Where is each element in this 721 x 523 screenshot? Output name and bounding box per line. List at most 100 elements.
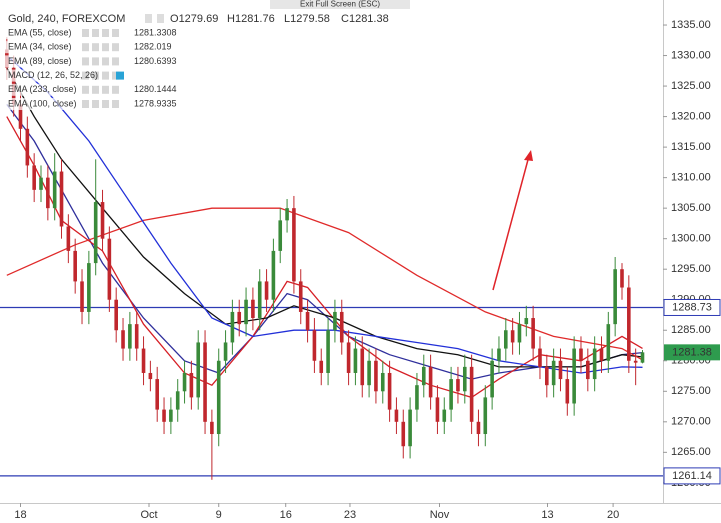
ohlc-prefix: H: [227, 13, 235, 25]
legend-value: 1280.1444: [134, 84, 177, 94]
candle-body: [367, 360, 371, 386]
legend-icon[interactable]: [92, 100, 99, 108]
icon[interactable]: [145, 14, 152, 23]
candle-body: [401, 421, 406, 447]
y-tick-label: 1315.00: [671, 141, 711, 153]
candle-body: [66, 226, 71, 251]
candle-body: [244, 299, 248, 325]
candle-body: [100, 202, 105, 239]
legend-label: MACD (12, 26, 52, 26): [8, 70, 98, 80]
candle-body: [169, 409, 173, 422]
candle-body: [312, 330, 317, 361]
legend-icon[interactable]: [102, 85, 109, 94]
candle-body: [510, 330, 515, 343]
y-tick-label: 1325.00: [671, 80, 711, 92]
candle-body: [271, 250, 276, 300]
candle-body: [278, 220, 283, 251]
legend-icon[interactable]: [112, 85, 119, 94]
candle-body: [640, 352, 645, 363]
candle-body: [189, 372, 194, 398]
candle-body: [456, 379, 460, 392]
legend-icon[interactable]: [82, 43, 89, 52]
candle-body: [251, 299, 255, 319]
banner-bg[interactable]: [270, 0, 410, 9]
legend-label: EMA (100, close): [8, 98, 77, 108]
legend-icon[interactable]: [112, 71, 119, 80]
candle-body: [237, 311, 242, 325]
candle-body: [524, 318, 529, 325]
last-price-label: 1281.38: [672, 346, 712, 358]
legend-icon[interactable]: [92, 71, 99, 80]
legend-icon[interactable]: [112, 43, 119, 52]
level-label: 1261.14: [672, 470, 712, 482]
candle-body: [531, 318, 535, 349]
legend-icon[interactable]: [92, 85, 99, 94]
candle-body: [497, 348, 501, 361]
candle-body: [415, 385, 419, 410]
legend-icon[interactable]: [102, 71, 109, 80]
candle-body: [148, 372, 153, 380]
legend-label: EMA (233, close): [8, 84, 77, 94]
legend-icon[interactable]: [92, 57, 99, 66]
legend-icon[interactable]: [92, 29, 99, 37]
legend-label: EMA (55, close): [8, 27, 72, 37]
legend-icon[interactable]: [116, 71, 124, 80]
legend-icon[interactable]: [102, 100, 109, 108]
last-price-box: [664, 344, 720, 361]
legend-icon[interactable]: [82, 71, 89, 80]
legend-icon[interactable]: [92, 43, 99, 52]
exit-fullscreen[interactable]: Exit Full Screen (ESC): [300, 0, 380, 9]
candle-body: [476, 421, 481, 435]
candle-body: [442, 409, 447, 422]
candle-body: [292, 208, 296, 282]
legend-value: 1282.019: [134, 42, 172, 52]
candle-body: [469, 366, 474, 422]
ohlc-values: O1279.69 H1281.76 L1279.58 C1281.38: [170, 13, 389, 25]
icon[interactable]: [157, 14, 164, 23]
candle-body: [380, 372, 385, 392]
candle-body: [606, 324, 611, 361]
candle-body: [107, 238, 112, 300]
axes: 1260.001265.001270.001275.001280.001285.…: [14, 19, 721, 521]
candle-body: [633, 360, 638, 363]
candle-body: [52, 171, 57, 209]
y-tick-label: 1285.00: [671, 324, 711, 336]
legend-icon[interactable]: [82, 29, 89, 37]
ohlc-prefix: C: [341, 13, 349, 25]
candle-body: [134, 324, 139, 349]
legend-icon[interactable]: [102, 43, 109, 52]
legend-icon[interactable]: [82, 100, 89, 108]
legend-icon[interactable]: [112, 29, 119, 37]
candle-body: [572, 348, 576, 404]
ohlc-prefix: O: [170, 13, 179, 25]
x-tick-label: Oct: [140, 509, 157, 521]
ohlc-item: O1279.69: [170, 13, 218, 25]
ohlc-value: 1279.69: [179, 13, 219, 25]
candle-body: [73, 250, 77, 282]
candle-body: [538, 348, 542, 367]
x-tick-label: 18: [14, 509, 26, 521]
candle-body: [421, 366, 426, 386]
legend-icon[interactable]: [102, 57, 109, 66]
ema-line: [6, 207, 643, 361]
ohlc-value: 1281.76: [235, 13, 275, 25]
x-tick-label: 9: [216, 509, 222, 521]
level-box: [663, 298, 721, 316]
x-tick-label: Nov: [430, 509, 450, 521]
x-tick-label: 13: [541, 509, 553, 521]
candle-body: [435, 397, 440, 422]
legend-icon[interactable]: [112, 100, 119, 108]
candle-body: [346, 342, 351, 373]
candle-body: [25, 128, 30, 166]
legend-label: EMA (34, close): [8, 42, 72, 52]
ohlc-item: H1281.76: [227, 13, 275, 25]
candle-body: [490, 360, 494, 398]
candle-body: [586, 360, 590, 380]
legend-icon[interactable]: [82, 57, 89, 66]
candle-body: [182, 372, 187, 392]
candle-body: [627, 287, 631, 361]
legend-icon[interactable]: [102, 29, 109, 37]
candle-body: [216, 360, 221, 435]
legend-icon[interactable]: [112, 57, 119, 66]
legend-icon[interactable]: [82, 85, 89, 94]
